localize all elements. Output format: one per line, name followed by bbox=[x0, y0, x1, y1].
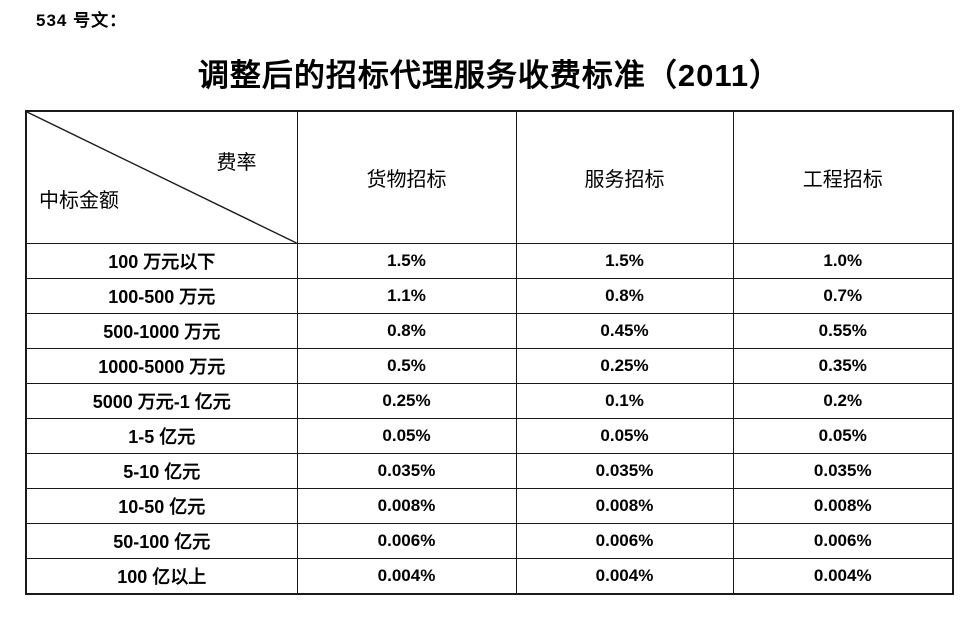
rate-cell: 0.25% bbox=[296, 383, 517, 419]
table-row: 5000 万元-1 亿元 0.25% 0.1% 0.2% bbox=[25, 383, 954, 419]
row-label: 100-500 万元 bbox=[25, 278, 298, 314]
rate-cell: 0.004% bbox=[296, 558, 517, 595]
table-row: 10-50 亿元 0.008% 0.008% 0.008% bbox=[25, 488, 954, 524]
rate-cell: 0.55% bbox=[732, 313, 954, 349]
rate-cell: 1.5% bbox=[515, 243, 734, 279]
row-label: 100 万元以下 bbox=[25, 243, 298, 279]
rate-cell: 0.035% bbox=[296, 453, 517, 489]
rate-cell: 0.035% bbox=[732, 453, 954, 489]
rate-cell: 0.7% bbox=[732, 278, 954, 314]
rate-cell: 0.25% bbox=[515, 348, 734, 384]
rate-cell: 0.05% bbox=[296, 418, 517, 454]
rate-cell: 0.008% bbox=[296, 488, 517, 524]
rate-cell: 1.5% bbox=[296, 243, 517, 279]
row-label: 500-1000 万元 bbox=[25, 313, 298, 349]
row-label: 5-10 亿元 bbox=[25, 453, 298, 489]
rate-cell: 0.006% bbox=[732, 523, 954, 559]
rate-cell: 0.004% bbox=[515, 558, 734, 595]
rate-cell: 0.008% bbox=[732, 488, 954, 524]
fee-standard-table: 费率 中标金额 货物招标 服务招标 工程招标 100 万元以下 1.5% 1.5… bbox=[25, 110, 954, 595]
corner-header-cell: 费率 中标金额 bbox=[25, 110, 298, 244]
rate-cell: 0.35% bbox=[732, 348, 954, 384]
rate-cell: 0.1% bbox=[515, 383, 734, 419]
table-row: 500-1000 万元 0.8% 0.45% 0.55% bbox=[25, 313, 954, 349]
rate-cell: 0.035% bbox=[515, 453, 734, 489]
rate-cell: 1.0% bbox=[732, 243, 954, 279]
table-row: 1000-5000 万元 0.5% 0.25% 0.35% bbox=[25, 348, 954, 384]
diagonal-divider-line bbox=[27, 112, 297, 243]
rate-cell: 0.006% bbox=[515, 523, 734, 559]
rate-cell: 0.45% bbox=[515, 313, 734, 349]
table-row: 100-500 万元 1.1% 0.8% 0.7% bbox=[25, 278, 954, 314]
rate-cell: 0.8% bbox=[296, 313, 517, 349]
row-label: 1000-5000 万元 bbox=[25, 348, 298, 384]
document-number-label: 534 号文： bbox=[36, 11, 128, 30]
rate-cell: 0.8% bbox=[515, 278, 734, 314]
rate-cell: 0.5% bbox=[296, 348, 517, 384]
rate-cell: 0.004% bbox=[732, 558, 954, 595]
table-row: 1-5 亿元 0.05% 0.05% 0.05% bbox=[25, 418, 954, 454]
rate-cell: 0.006% bbox=[296, 523, 517, 559]
corner-label-bid-amount: 中标金额 bbox=[39, 190, 119, 212]
table-header-row: 费率 中标金额 货物招标 服务招标 工程招标 bbox=[25, 110, 954, 244]
column-header-services: 服务招标 bbox=[515, 110, 734, 244]
page-title: 调整后的招标代理服务收费标准（2011） bbox=[197, 58, 782, 93]
row-label: 10-50 亿元 bbox=[25, 488, 298, 524]
rate-cell: 0.2% bbox=[732, 383, 954, 419]
table-row: 100 万元以下 1.5% 1.5% 1.0% bbox=[25, 243, 954, 279]
column-header-goods: 货物招标 bbox=[296, 110, 517, 244]
rate-cell: 1.1% bbox=[296, 278, 517, 314]
table-row: 5-10 亿元 0.035% 0.035% 0.035% bbox=[25, 453, 954, 489]
row-label: 50-100 亿元 bbox=[25, 523, 298, 559]
rate-cell: 0.008% bbox=[515, 488, 734, 524]
row-label: 5000 万元-1 亿元 bbox=[25, 383, 298, 419]
column-header-engineering: 工程招标 bbox=[732, 110, 954, 244]
rate-cell: 0.05% bbox=[732, 418, 954, 454]
row-label: 100 亿以上 bbox=[25, 558, 298, 595]
row-label: 1-5 亿元 bbox=[25, 418, 298, 454]
table-row: 50-100 亿元 0.006% 0.006% 0.006% bbox=[25, 523, 954, 559]
corner-label-rate: 费率 bbox=[216, 152, 257, 174]
rate-cell: 0.05% bbox=[515, 418, 734, 454]
table-row: 100 亿以上 0.004% 0.004% 0.004% bbox=[25, 558, 954, 595]
